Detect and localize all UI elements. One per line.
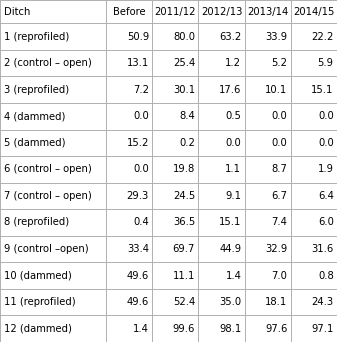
Text: 49.6: 49.6 [127, 271, 149, 280]
Text: 15.1: 15.1 [311, 85, 334, 95]
Text: Before: Before [113, 6, 146, 17]
Text: 6.4: 6.4 [318, 191, 334, 201]
Text: 1.2: 1.2 [225, 58, 241, 68]
Text: 7.4: 7.4 [272, 218, 287, 227]
Text: 0.5: 0.5 [225, 111, 241, 121]
Text: 2013/14: 2013/14 [247, 6, 288, 17]
Text: 0.8: 0.8 [318, 271, 334, 280]
Text: 1.1: 1.1 [225, 165, 241, 174]
Text: 49.6: 49.6 [127, 297, 149, 307]
Text: 8.4: 8.4 [179, 111, 195, 121]
Text: 2 (control – open): 2 (control – open) [4, 58, 92, 68]
Text: 5.2: 5.2 [272, 58, 287, 68]
Text: 7 (control – open): 7 (control – open) [4, 191, 92, 201]
Text: 99.6: 99.6 [173, 324, 195, 334]
Text: 98.1: 98.1 [219, 324, 241, 334]
Text: 3 (reprofiled): 3 (reprofiled) [4, 85, 69, 95]
Text: 10 (dammed): 10 (dammed) [4, 271, 72, 280]
Text: 17.6: 17.6 [219, 85, 241, 95]
Text: 10.1: 10.1 [265, 85, 287, 95]
Text: 0.0: 0.0 [272, 138, 287, 148]
Text: 0.0: 0.0 [272, 111, 287, 121]
Text: 6.7: 6.7 [272, 191, 287, 201]
Text: 97.1: 97.1 [311, 324, 334, 334]
Text: 9.1: 9.1 [225, 191, 241, 201]
Text: 2012/13: 2012/13 [201, 6, 242, 17]
Text: 33.9: 33.9 [265, 31, 287, 41]
Text: 19.8: 19.8 [173, 165, 195, 174]
Text: 11 (reprofiled): 11 (reprofiled) [4, 297, 76, 307]
Text: 0.2: 0.2 [179, 138, 195, 148]
Text: 69.7: 69.7 [173, 244, 195, 254]
Text: 0.0: 0.0 [318, 111, 334, 121]
Text: 15.1: 15.1 [219, 218, 241, 227]
Text: 1.4: 1.4 [225, 271, 241, 280]
Text: 36.5: 36.5 [173, 218, 195, 227]
Text: 0.4: 0.4 [133, 218, 149, 227]
Text: 9 (control –open): 9 (control –open) [4, 244, 89, 254]
Text: 1.9: 1.9 [318, 165, 334, 174]
Text: 33.4: 33.4 [127, 244, 149, 254]
Text: 2014/15: 2014/15 [293, 6, 335, 17]
Text: 18.1: 18.1 [265, 297, 287, 307]
Text: 24.5: 24.5 [173, 191, 195, 201]
Text: 11.1: 11.1 [173, 271, 195, 280]
Text: 25.4: 25.4 [173, 58, 195, 68]
Text: 35.0: 35.0 [219, 297, 241, 307]
Text: 1 (reprofiled): 1 (reprofiled) [4, 31, 69, 41]
Text: 6.0: 6.0 [318, 218, 334, 227]
Text: 5 (dammed): 5 (dammed) [4, 138, 65, 148]
Text: 31.6: 31.6 [311, 244, 334, 254]
Text: 8 (reprofiled): 8 (reprofiled) [4, 218, 69, 227]
Text: 0.0: 0.0 [225, 138, 241, 148]
Text: 15.2: 15.2 [127, 138, 149, 148]
Text: 30.1: 30.1 [173, 85, 195, 95]
Text: 5.9: 5.9 [318, 58, 334, 68]
Text: 12 (dammed): 12 (dammed) [4, 324, 72, 334]
Text: 1.4: 1.4 [133, 324, 149, 334]
Text: 44.9: 44.9 [219, 244, 241, 254]
Text: 8.7: 8.7 [272, 165, 287, 174]
Text: 52.4: 52.4 [173, 297, 195, 307]
Text: 97.6: 97.6 [265, 324, 287, 334]
Text: 0.0: 0.0 [133, 165, 149, 174]
Text: 13.1: 13.1 [127, 58, 149, 68]
Text: 4 (dammed): 4 (dammed) [4, 111, 65, 121]
Text: 24.3: 24.3 [311, 297, 334, 307]
Text: 63.2: 63.2 [219, 31, 241, 41]
Text: 80.0: 80.0 [173, 31, 195, 41]
Text: 32.9: 32.9 [265, 244, 287, 254]
Text: 6 (control – open): 6 (control – open) [4, 165, 92, 174]
Text: Ditch: Ditch [4, 6, 30, 17]
Text: 22.2: 22.2 [311, 31, 334, 41]
Text: 7.2: 7.2 [133, 85, 149, 95]
Text: 0.0: 0.0 [318, 138, 334, 148]
Text: 0.0: 0.0 [133, 111, 149, 121]
Text: 29.3: 29.3 [127, 191, 149, 201]
Text: 2011/12: 2011/12 [155, 6, 196, 17]
Text: 7.0: 7.0 [272, 271, 287, 280]
Text: 50.9: 50.9 [127, 31, 149, 41]
